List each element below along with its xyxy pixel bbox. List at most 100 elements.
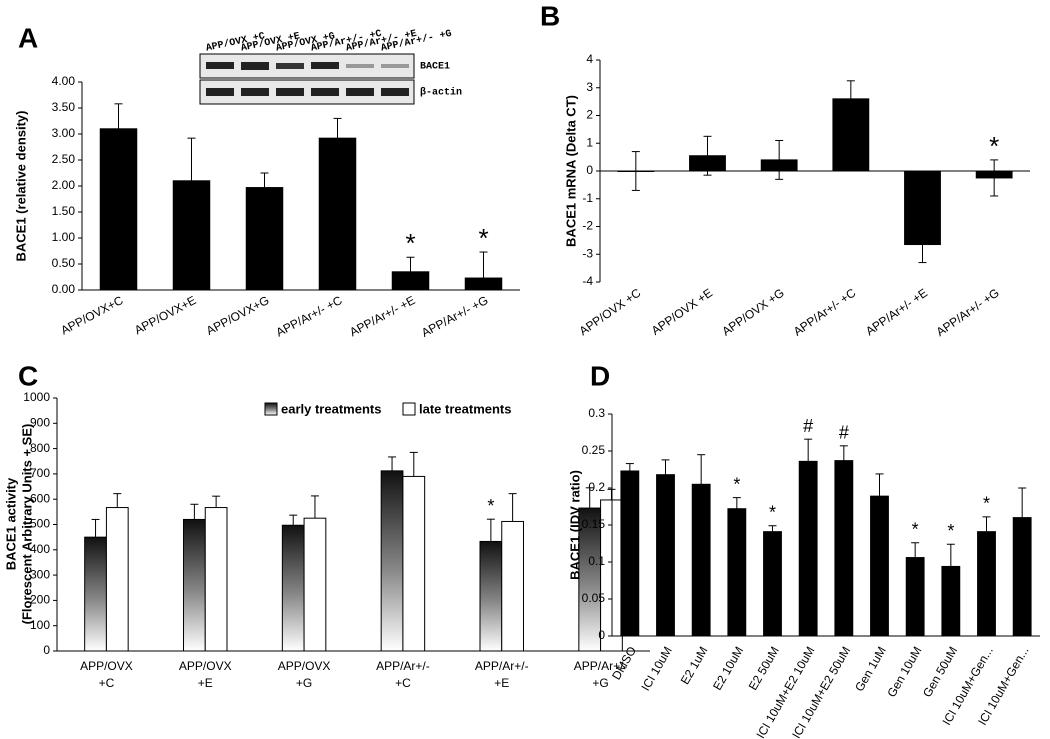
y-tick-label: -4	[582, 274, 593, 288]
y-tick-label: 4	[586, 52, 593, 66]
band	[276, 63, 304, 69]
panel-label: B	[540, 0, 560, 31]
panel-label: D	[590, 360, 610, 391]
band	[206, 62, 234, 69]
y-tick-label: 2.00	[52, 178, 76, 192]
bar	[1012, 517, 1032, 637]
bar	[172, 180, 211, 291]
significance-mark: *	[983, 494, 990, 514]
y-tick-label: 3	[586, 80, 593, 94]
x-tick-label: APP/Ar+/-	[376, 659, 430, 673]
bar	[834, 460, 854, 637]
x-tick-label: +E	[494, 676, 509, 690]
x-tick-label: APP/OVX	[278, 659, 331, 673]
band	[241, 62, 269, 70]
blot-lane-label: APP/Ar+/- +G	[380, 28, 453, 55]
y-tick-label: 500	[30, 517, 50, 531]
significance-mark: *	[912, 520, 919, 540]
bar	[245, 187, 284, 291]
band	[206, 88, 234, 96]
y-tick-label: 1.50	[52, 204, 76, 218]
bar	[183, 518, 206, 652]
x-tick-label: APP/OVX+E	[132, 293, 198, 337]
legend-swatch	[264, 402, 278, 416]
x-tick-label: APP/Ar+/- +E	[347, 293, 417, 339]
significance-mark: *	[405, 228, 415, 258]
y-tick-label: 700	[30, 466, 50, 480]
bar	[84, 536, 107, 652]
y-tick-label: 0.2	[588, 480, 605, 494]
y-tick-label: 0	[586, 163, 593, 177]
band	[241, 88, 269, 96]
y-tick-label: 900	[30, 415, 50, 429]
y-tick-label: 0	[43, 643, 50, 657]
significance-mark: *	[947, 521, 954, 541]
band	[311, 88, 339, 96]
legend-swatch	[402, 402, 416, 416]
bar	[691, 483, 711, 637]
blot-row-label: BACE1	[420, 62, 450, 73]
x-tick-label: APP/OVX	[80, 659, 133, 673]
x-tick-label: APP/Ar+/- +C	[791, 285, 859, 338]
bar	[905, 557, 925, 637]
y-axis-title: BACE1 (relative density)	[13, 111, 28, 262]
band	[311, 62, 339, 69]
x-tick-label: APP/OVX +C	[577, 285, 644, 338]
x-tick-label: E2 10uM	[710, 644, 746, 693]
x-tick-label: Gen 10uM	[884, 644, 924, 700]
y-axis-title: BACE1 activity	[3, 477, 18, 570]
y-tick-label: 1000	[23, 390, 50, 404]
y-tick-label: 2	[586, 108, 593, 122]
y-tick-label: -3	[582, 246, 593, 260]
bar	[798, 460, 818, 637]
band	[381, 64, 409, 68]
y-tick-label: 0.3	[588, 406, 605, 420]
x-tick-label: APP/OVX +E	[649, 286, 715, 338]
blot-row-label: β-actin	[420, 87, 462, 99]
significance-mark: #	[839, 423, 849, 443]
y-axis-title: (Florescent Arbitrary Units + SE)	[19, 424, 34, 625]
x-tick-label: E2 1uM	[678, 644, 711, 687]
significance-mark: *	[989, 131, 999, 161]
x-tick-label: +C	[395, 676, 411, 690]
bar	[464, 277, 503, 291]
bar	[620, 470, 640, 637]
y-tick-label: -2	[582, 219, 593, 233]
x-tick-label: +C	[99, 676, 115, 690]
bar	[105, 507, 129, 652]
bar	[870, 495, 889, 637]
y-tick-label: 3.50	[52, 100, 76, 114]
y-axis-title: BACE1 (IDV ratio)	[567, 470, 582, 580]
y-tick-label: 300	[30, 567, 50, 581]
y-tick-label: -1	[582, 191, 593, 205]
panel-label: C	[18, 360, 38, 391]
y-tick-label: 400	[30, 542, 50, 556]
bar	[402, 475, 426, 652]
panel-label: A	[18, 22, 38, 53]
x-tick-label: APP/Ar+/- +G	[419, 293, 490, 340]
x-tick-label: +E	[198, 676, 213, 690]
x-tick-label: Gen 1uM	[852, 644, 889, 694]
x-tick-label: E2 50uM	[746, 644, 782, 693]
bar	[204, 507, 228, 652]
y-tick-label: 1.00	[52, 230, 76, 244]
bar	[99, 128, 138, 291]
y-tick-label: 3.00	[52, 126, 76, 140]
western-blot	[199, 53, 415, 105]
x-tick-label: APP/OVX+C	[58, 293, 125, 338]
y-tick-label: 0	[598, 628, 605, 642]
x-tick-label: APP/OVX +G	[719, 286, 786, 339]
y-tick-label: 200	[30, 593, 50, 607]
bar	[303, 517, 327, 652]
bar	[501, 520, 524, 652]
bar	[281, 524, 305, 652]
x-tick-label: APP/OVX	[179, 659, 232, 673]
bar	[941, 565, 961, 637]
band	[276, 88, 304, 96]
x-tick-label: +G	[296, 676, 312, 690]
bar	[380, 470, 404, 652]
x-tick-label: APP/OVX+G	[204, 293, 272, 338]
x-tick-label: APP/Ar+/-	[475, 659, 529, 673]
y-tick-label: 0.25	[582, 443, 606, 457]
